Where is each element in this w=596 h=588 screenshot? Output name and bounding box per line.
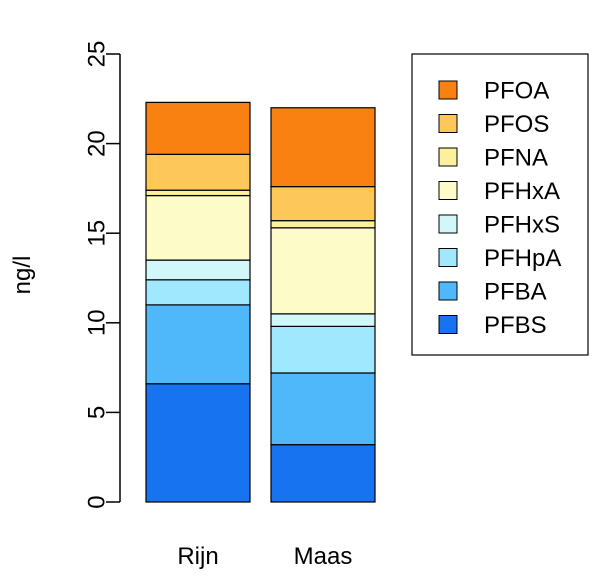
y-tick-label: 20: [83, 130, 110, 157]
bar-segment-pfos-maas: [270, 186, 376, 222]
bar-segment-pfhxa-rijn: [145, 194, 251, 261]
legend-label-pfhxa: PFHxA: [484, 178, 560, 205]
y-axis-label: ng/l: [9, 256, 36, 295]
legend-swatch-pfos: [438, 114, 458, 133]
legend-label-pfos: PFOS: [484, 111, 549, 138]
bar-segment-pfhxs-rijn: [145, 259, 251, 281]
bar-segment-pfbs-maas: [270, 444, 376, 503]
legend-swatch-pfoa: [438, 80, 458, 100]
y-tick-label: 0: [83, 495, 110, 508]
bar-segment-pfoa-maas: [270, 107, 376, 188]
bar-segment-pfoa-rijn: [145, 101, 251, 155]
y-tick-label: 10: [83, 309, 110, 336]
legend-swatch-pfbs: [438, 315, 458, 334]
bar-segment-pfna-rijn: [145, 189, 251, 197]
legend-label-pfna: PFNA: [484, 144, 548, 171]
legend-swatch-pfba: [438, 281, 458, 301]
bar-segment-pfna-maas: [270, 220, 376, 229]
bar-segment-pfba-maas: [270, 372, 376, 446]
legend-swatch-pfhxs: [438, 214, 458, 234]
legend-label-pfoa: PFOA: [484, 77, 549, 104]
y-axis: 0 5 10 15 20 25: [83, 41, 121, 509]
bar-segment-pfhpa-rijn: [145, 279, 251, 306]
x-axis-labels: Rijn Maas: [177, 543, 352, 570]
x-tick-label: Maas: [294, 543, 353, 570]
bar-segment-pfhxa-maas: [270, 227, 376, 315]
y-tick-label: 5: [83, 406, 110, 419]
legend-label-pfba: PFBA: [484, 278, 547, 305]
legend-label-pfbs: PFBS: [484, 312, 547, 339]
legend-swatch-pfhxa: [438, 181, 458, 200]
legend-swatch-pfhpa: [438, 248, 458, 267]
legend-label-pfhxs: PFHxS: [484, 211, 560, 238]
bar-segment-pfba-rijn: [145, 304, 251, 385]
bars: [145, 101, 376, 503]
y-tick-label: 25: [83, 41, 110, 68]
bar-segment-pfos-rijn: [145, 153, 251, 191]
legend: PFOA PFOS PFNA PFHxA PFHxS PFHpA PFBA PFBS: [411, 53, 589, 356]
bar-segment-pfbs-rijn: [145, 383, 251, 503]
bar-segment-pfhxs-maas: [270, 313, 376, 327]
legend-box: [411, 53, 589, 356]
legend-label-pfhpa: PFHpA: [484, 245, 561, 272]
x-tick-label: Rijn: [177, 543, 218, 570]
y-tick-label: 15: [83, 220, 110, 247]
legend-swatch-pfna: [438, 147, 458, 167]
bar-segment-pfhpa-maas: [270, 325, 376, 374]
